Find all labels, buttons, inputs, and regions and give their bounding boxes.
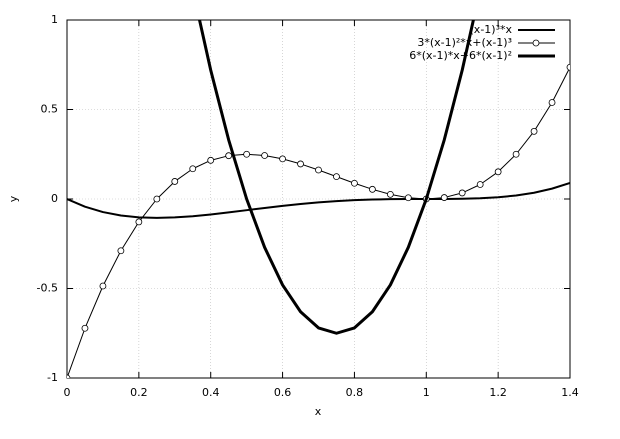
data-point	[512, 150, 520, 158]
data-point	[530, 127, 538, 135]
data-point	[297, 160, 304, 168]
data-point	[279, 155, 286, 163]
x-tick-label: 0.4	[202, 386, 220, 399]
data-point	[117, 247, 125, 255]
y-tick-label: 0	[51, 192, 58, 205]
data-point	[81, 324, 89, 332]
x-tick-label: 0.6	[274, 386, 292, 399]
data-point	[368, 185, 376, 193]
x-tick-label: 0.8	[346, 386, 364, 399]
data-point	[207, 156, 215, 164]
legend-label: 3*(x-1)²*x+(x-1)³	[417, 36, 512, 49]
data-point	[261, 152, 269, 159]
x-tick-label: 0	[64, 386, 71, 399]
plot-area	[67, 20, 570, 378]
data-point	[351, 179, 358, 187]
data-point	[171, 178, 179, 185]
data-point	[67, 374, 71, 378]
data-point	[440, 194, 448, 201]
data-point	[458, 189, 466, 197]
x-axis-label: x	[315, 405, 322, 418]
data-point	[315, 166, 322, 174]
y-tick-label: -1	[47, 371, 58, 384]
x-tick-label: 1	[423, 386, 430, 399]
x-tick-label: 1.2	[489, 386, 507, 399]
data-point	[153, 195, 161, 203]
legend-marker	[532, 39, 540, 47]
y-tick-label: -0.5	[37, 282, 58, 295]
data-point	[189, 165, 197, 173]
y-axis-label: y	[7, 195, 20, 202]
y-tick-label: 1	[51, 13, 58, 26]
data-point	[135, 218, 143, 226]
data-point	[404, 194, 412, 202]
data-point	[548, 99, 556, 106]
data-point	[243, 150, 251, 158]
series-line	[67, 67, 570, 378]
legend-label: (x-1)³*x	[470, 23, 513, 36]
legend-label: 6*(x-1)*x+6*(x-1)²	[409, 49, 512, 62]
data-point	[386, 190, 394, 198]
series-line	[197, 20, 475, 335]
data-point	[494, 168, 502, 176]
series-line	[67, 182, 570, 219]
data-point	[225, 152, 233, 160]
data-point	[476, 181, 484, 188]
data-point	[566, 63, 570, 71]
x-tick-label: 0.2	[130, 386, 148, 399]
data-point	[333, 173, 340, 181]
y-tick-label: 0.5	[41, 103, 59, 116]
data-point	[99, 282, 107, 290]
x-tick-label: 1.4	[561, 386, 579, 399]
